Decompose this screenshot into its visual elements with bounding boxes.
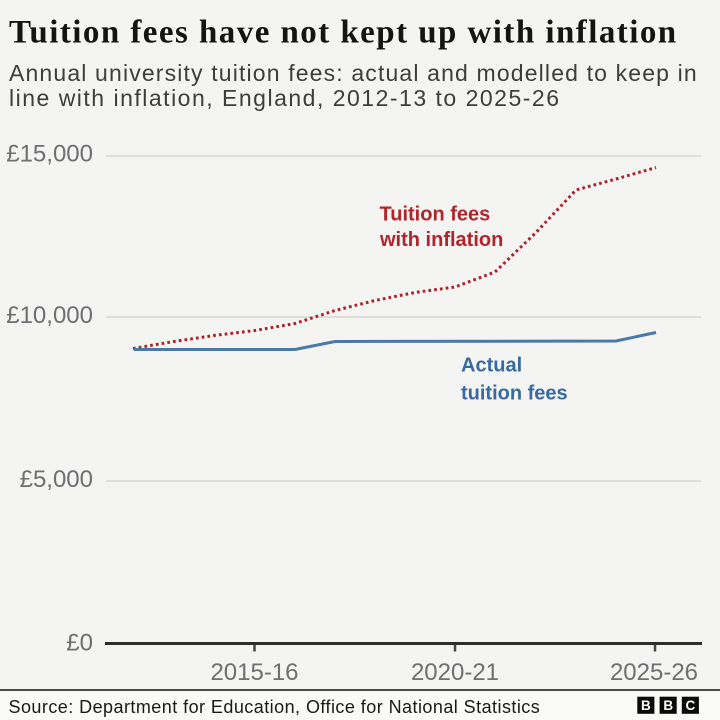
svg-text:Tuition fees: Tuition fees bbox=[380, 204, 491, 226]
svg-text:£0: £0 bbox=[66, 630, 93, 657]
svg-text:B: B bbox=[641, 698, 651, 713]
svg-text:2025-26: 2025-26 bbox=[610, 659, 698, 686]
svg-text:tuition fees: tuition fees bbox=[461, 383, 568, 405]
svg-text:2015-16: 2015-16 bbox=[210, 659, 298, 686]
svg-text:2020-21: 2020-21 bbox=[411, 659, 499, 686]
svg-text:Actual: Actual bbox=[461, 355, 522, 377]
svg-text:Source: Department for Educati: Source: Department for Education, Office… bbox=[9, 697, 541, 717]
svg-text:with inflation: with inflation bbox=[379, 229, 503, 251]
svg-text:line with inflation, England,: line with inflation, England, 2012-13 to… bbox=[9, 85, 561, 111]
svg-text:Annual university tuition fees: Annual university tuition fees: actual a… bbox=[9, 60, 698, 86]
svg-text:B: B bbox=[663, 698, 673, 713]
svg-text:£10,000: £10,000 bbox=[6, 302, 93, 329]
svg-text:£15,000: £15,000 bbox=[6, 141, 93, 168]
svg-text:£5,000: £5,000 bbox=[20, 466, 93, 493]
svg-text:C: C bbox=[686, 698, 696, 713]
svg-text:Tuition fees have not kept up: Tuition fees have not kept up with infla… bbox=[9, 15, 678, 51]
